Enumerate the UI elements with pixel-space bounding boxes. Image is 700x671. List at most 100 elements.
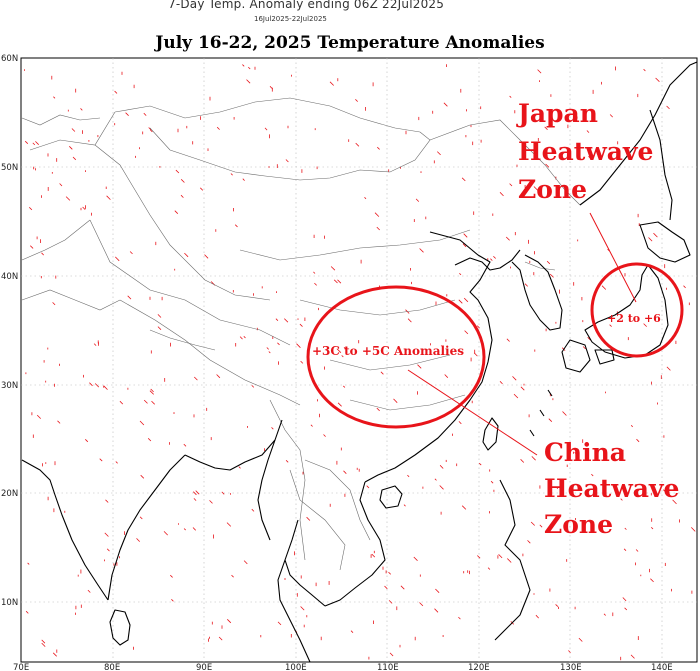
station-mark [284, 318, 289, 323]
station-mark [609, 114, 613, 118]
station-mark [193, 498, 197, 501]
station-mark [343, 385, 346, 388]
station-mark [69, 146, 73, 150]
station-mark [537, 69, 542, 74]
station-mark [314, 282, 317, 286]
station-mark [115, 461, 118, 464]
station-mark [419, 248, 424, 253]
station-mark [623, 548, 627, 551]
border-india-china [119, 299, 301, 406]
station-mark [366, 485, 370, 489]
station-mark [630, 654, 635, 659]
station-mark [125, 112, 129, 116]
station-mark [490, 480, 494, 484]
station-mark [377, 146, 380, 150]
china-range-label: +3C to +5C Anomalies [312, 344, 464, 358]
page-title: July 16-22, 2025 Temperature Anomalies [155, 33, 545, 53]
station-mark [435, 588, 440, 593]
china-heatwave-circle [306, 285, 486, 429]
station-mark [41, 642, 46, 647]
border-inner-2 [299, 299, 456, 316]
station-mark [539, 524, 543, 528]
station-mark [437, 151, 441, 156]
station-mark [310, 424, 313, 427]
station-mark [672, 499, 677, 505]
station-mark [323, 434, 326, 437]
station-mark [157, 326, 162, 330]
station-mark [136, 538, 140, 542]
station-mark [444, 374, 449, 378]
station-mark [30, 245, 34, 249]
station-mark [568, 650, 571, 653]
station-mark [544, 126, 548, 130]
coast-kyushu [561, 339, 591, 373]
border-inner [239, 229, 471, 261]
china-leader-line [407, 369, 538, 456]
latitude-labels: 60N 50N 40N 30N 20N 10N [1, 54, 18, 608]
station-mark [149, 390, 154, 395]
graticule [21, 58, 697, 662]
station-mark [239, 336, 243, 340]
station-mark [624, 607, 628, 611]
station-mark [209, 500, 213, 504]
station-mark [24, 140, 29, 144]
station-mark [139, 516, 143, 520]
coast-ryukyu [529, 389, 553, 437]
station-mark [271, 427, 274, 430]
station-mark [380, 371, 384, 375]
date-range: 16Jul2025-22Jul2025 [254, 15, 327, 23]
station-mark [388, 571, 391, 575]
border-nepal [149, 329, 216, 351]
station-mark [277, 342, 280, 346]
china-annotation: +3C to +5C Anomalies China Heatwave Zone [306, 285, 679, 539]
station-mark [269, 86, 273, 90]
station-mark [35, 141, 39, 145]
station-mark [183, 443, 187, 447]
station-mark [27, 562, 30, 565]
station-mark [163, 531, 168, 536]
station-mark [216, 126, 220, 130]
station-mark [140, 474, 145, 479]
station-mark [184, 252, 189, 258]
station-mark [150, 388, 154, 393]
japan-range-label: +2 to +6 [607, 312, 661, 325]
station-mark [603, 613, 606, 616]
product-title: 7-Day Temp. Anomaly ending 06Z 22Jul2025 [168, 0, 445, 11]
station-mark [218, 636, 223, 641]
station-mark [300, 360, 304, 364]
station-mark [148, 127, 152, 130]
coast-sakhalin [649, 109, 673, 221]
station-mark [231, 574, 234, 578]
lat-label: 50N [1, 163, 18, 173]
lon-label: 130E [560, 663, 582, 671]
station-mark [192, 527, 196, 531]
station-mark [149, 129, 153, 133]
station-mark [400, 585, 405, 590]
station-mark [119, 400, 124, 405]
station-mark [355, 142, 360, 147]
coast-honshu [584, 264, 669, 359]
border-afghan [21, 219, 91, 261]
station-mark [230, 173, 233, 176]
station-mark [524, 283, 528, 287]
station-mark [29, 207, 33, 211]
station-mark [59, 183, 63, 187]
station-mark [336, 348, 342, 353]
station-mark [364, 197, 367, 200]
coast-philippines [494, 479, 531, 641]
lon-label: 100E [285, 663, 307, 671]
station-mark [651, 527, 654, 530]
station-mark [341, 355, 344, 358]
station-mark [226, 522, 232, 527]
station-mark [463, 297, 469, 303]
station-mark [434, 608, 439, 613]
station-mark [143, 112, 147, 116]
station-mark [403, 504, 406, 507]
station-mark [666, 366, 671, 371]
coast-china-east [364, 231, 493, 483]
station-mark [549, 273, 554, 278]
station-mark [574, 452, 579, 456]
political-borders [21, 97, 581, 571]
station-mark [461, 505, 467, 510]
